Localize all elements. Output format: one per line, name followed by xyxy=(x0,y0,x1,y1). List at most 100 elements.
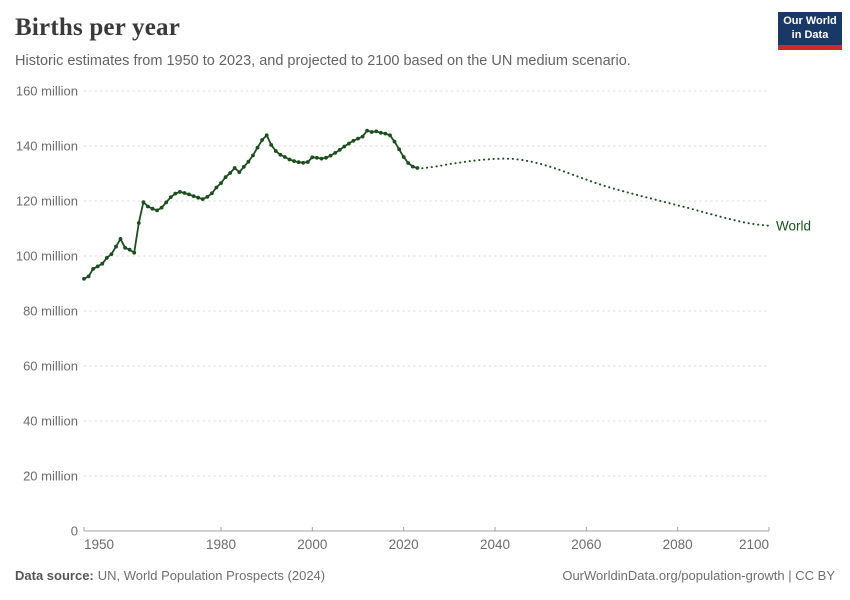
chart-footer: Data source: UN, World Population Prospec… xyxy=(15,568,835,583)
data-point-marker xyxy=(210,191,214,196)
data-point-marker xyxy=(255,145,260,150)
data-point-marker xyxy=(315,155,319,160)
data-point-marker xyxy=(118,237,123,241)
data-point-marker xyxy=(251,153,255,158)
license-badge: | CC BY xyxy=(784,568,835,583)
owid-url-link[interactable]: OurWorldinData.org/population-growth xyxy=(562,568,785,583)
data-point-marker xyxy=(324,155,328,160)
data-point-marker xyxy=(200,197,205,202)
data-point-marker xyxy=(136,221,141,225)
data-point-marker xyxy=(173,191,178,196)
footer-right: OurWorldinData.org/population-growth | C… xyxy=(562,568,835,583)
chart-subtitle: Historic estimates from 1950 to 2023, an… xyxy=(15,53,631,69)
data-point-marker xyxy=(383,131,388,136)
data-point-marker xyxy=(100,261,105,266)
y-axis-tick-label: 140 million xyxy=(16,139,78,154)
data-point-marker xyxy=(168,195,173,200)
data-point-marker xyxy=(95,264,100,269)
data-point-marker xyxy=(333,151,338,155)
data-point-marker xyxy=(388,133,392,138)
data-point-marker xyxy=(91,267,95,271)
data-point-marker xyxy=(305,160,310,164)
data-point-marker xyxy=(287,157,292,162)
data-point-marker xyxy=(365,128,369,133)
x-axis-tick-label: 1950 xyxy=(84,537,114,552)
data-point-marker xyxy=(342,144,347,149)
y-axis-tick-label: 160 million xyxy=(16,84,78,99)
data-point-marker xyxy=(296,160,301,165)
data-point-marker xyxy=(132,250,137,255)
data-point-marker xyxy=(196,195,201,200)
projection-line[interactable] xyxy=(416,157,770,227)
data-source: Data source: UN, World Population Prospec… xyxy=(15,568,325,583)
owid-logo-accent-bar xyxy=(778,45,842,50)
data-point-marker xyxy=(273,149,278,153)
data-point-marker xyxy=(232,166,237,170)
data-point-marker xyxy=(155,208,160,213)
data-point-marker xyxy=(319,156,324,161)
data-point-marker xyxy=(406,161,411,165)
data-point-marker xyxy=(164,200,169,205)
data-point-marker xyxy=(82,276,86,281)
data-point-marker xyxy=(292,159,296,164)
data-point-marker xyxy=(278,152,283,157)
data-point-marker xyxy=(378,130,383,135)
x-axis-tick-label: 2000 xyxy=(297,537,327,552)
x-axis-tick-label: 2040 xyxy=(480,537,510,552)
data-point-marker xyxy=(237,170,242,175)
data-point-marker xyxy=(241,165,246,169)
data-point-marker xyxy=(127,247,132,252)
y-axis-tick-label: 40 million xyxy=(23,414,78,429)
data-point-marker xyxy=(410,164,415,169)
data-point-marker xyxy=(219,181,223,186)
data-point-marker xyxy=(141,200,146,205)
data-point-marker xyxy=(401,155,406,159)
data-point-marker xyxy=(178,190,182,194)
data-point-marker xyxy=(150,206,155,211)
page-title: Births per year xyxy=(15,14,181,41)
x-axis-tick-label: 2060 xyxy=(571,537,601,552)
data-point-marker xyxy=(114,244,118,249)
x-axis-tick-label: 2080 xyxy=(663,537,693,552)
data-point-marker xyxy=(369,130,374,134)
data-point-marker xyxy=(182,191,187,195)
series-end-label[interactable]: World xyxy=(776,218,811,233)
owid-logo[interactable]: Our World in Data xyxy=(778,12,842,50)
data-point-marker xyxy=(264,133,269,138)
data-point-marker xyxy=(269,143,274,147)
data-point-marker xyxy=(159,205,164,210)
data-point-marker xyxy=(228,171,233,175)
data-point-marker xyxy=(104,256,109,260)
data-point-marker xyxy=(123,245,127,250)
y-axis-tick-label: 100 million xyxy=(16,249,78,264)
data-point-marker xyxy=(260,138,264,142)
data-point-marker xyxy=(191,194,196,199)
data-point-marker xyxy=(109,252,114,256)
data-source-value: UN, World Population Prospects (2024) xyxy=(97,568,326,583)
data-point-marker xyxy=(397,147,401,152)
y-axis-tick-label: 0 xyxy=(71,524,78,539)
data-point-marker xyxy=(347,141,351,146)
data-point-marker xyxy=(283,155,287,159)
x-axis-tick-label: 2020 xyxy=(389,537,419,552)
y-axis-tick-label: 20 million xyxy=(23,469,78,484)
data-point-marker xyxy=(146,204,150,209)
data-point-marker xyxy=(205,195,210,199)
data-point-marker xyxy=(374,129,379,134)
x-axis-tick-label: 1980 xyxy=(206,537,236,552)
data-point-marker xyxy=(337,148,342,152)
data-point-marker xyxy=(246,159,251,164)
y-axis-tick-label: 60 million xyxy=(23,359,78,374)
data-point-marker xyxy=(301,160,306,165)
data-point-marker xyxy=(328,153,333,158)
y-axis-tick-label: 80 million xyxy=(23,304,78,319)
data-point-marker xyxy=(223,175,228,180)
data-point-marker xyxy=(86,274,91,279)
y-axis-tick-label: 120 million xyxy=(16,194,78,209)
data-source-label: Data source: xyxy=(15,568,94,583)
historical-line[interactable] xyxy=(83,129,418,280)
owid-logo-text: Our World in Data xyxy=(778,12,842,45)
data-point-marker xyxy=(356,136,360,141)
